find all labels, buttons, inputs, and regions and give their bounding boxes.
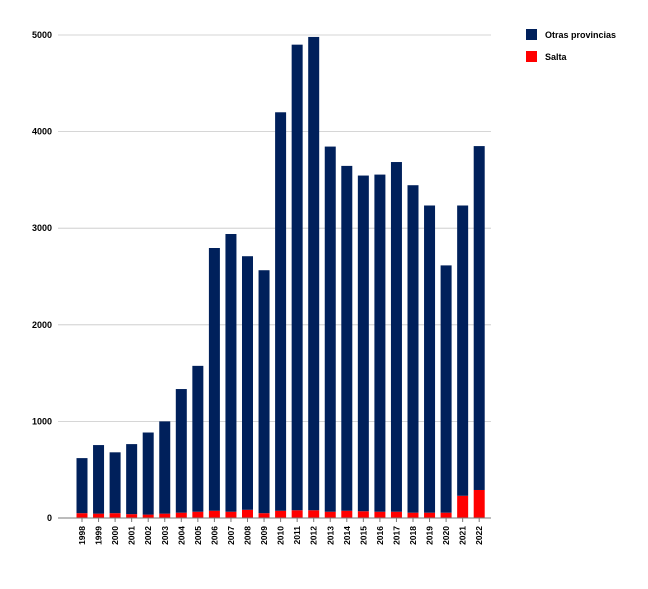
legend: Otras provincias Salta — [526, 29, 616, 62]
bar-salta-2009 — [258, 513, 270, 518]
bar-otras-provincias-2010 — [275, 112, 287, 511]
x-tick-label-2020: 2020 — [441, 526, 451, 545]
x-tick-label-2006: 2006 — [209, 526, 219, 545]
bar-salta-2004 — [175, 512, 187, 518]
bar-otras-provincias-2013 — [324, 146, 336, 512]
x-tick-label-2015: 2015 — [358, 526, 368, 545]
x-tick-label-2017: 2017 — [391, 526, 401, 545]
bar-otras-provincias-2002 — [142, 432, 154, 515]
legend-swatch-otras-provincias — [526, 29, 537, 40]
bars — [76, 36, 485, 518]
bar-otras-provincias-1998 — [76, 458, 88, 514]
x-tick-label-2001: 2001 — [127, 526, 137, 545]
bar-salta-2011 — [291, 510, 303, 518]
x-tick-label-2012: 2012 — [309, 526, 319, 545]
bar-salta-2003 — [159, 513, 171, 518]
bar-salta-2014 — [341, 510, 353, 518]
y-axis-ticks: 0 1000 2000 3000 4000 5000 — [32, 30, 52, 523]
bar-salta-2017 — [390, 511, 402, 518]
x-tick-label-2022: 2022 — [474, 526, 484, 545]
y-tick-label-2000: 2000 — [32, 320, 52, 330]
bar-salta-2002 — [142, 514, 154, 518]
bar-otras-provincias-2000 — [109, 452, 121, 514]
bar-salta-2001 — [126, 514, 138, 518]
x-tick-label-2002: 2002 — [143, 526, 153, 545]
x-tick-label-2010: 2010 — [276, 526, 286, 545]
bar-otras-provincias-2022 — [473, 146, 485, 490]
x-tick-label-2005: 2005 — [193, 526, 203, 545]
x-axis — [58, 517, 491, 522]
bar-salta-2008 — [242, 509, 253, 518]
bar-otras-provincias-2021 — [457, 205, 469, 496]
bar-salta-2006 — [208, 510, 220, 518]
bar-salta-2005 — [192, 511, 204, 518]
legend-swatch-salta — [526, 51, 537, 62]
bar-salta-2013 — [324, 511, 336, 518]
bar-salta-2022 — [473, 489, 485, 518]
x-tick-label-2013: 2013 — [325, 526, 335, 545]
x-tick-label-2007: 2007 — [226, 526, 236, 545]
x-tick-label-1998: 1998 — [77, 526, 87, 545]
bar-salta-1998 — [76, 513, 88, 518]
bar-salta-2016 — [374, 511, 386, 518]
bar-otras-provincias-2003 — [159, 421, 171, 514]
x-tick-label-2000: 2000 — [110, 526, 120, 545]
bar-otras-provincias-2015 — [357, 175, 369, 512]
bar-otras-provincias-2014 — [341, 165, 353, 511]
y-tick-label-5000: 5000 — [32, 30, 52, 40]
bar-otras-provincias-2004 — [175, 389, 187, 513]
bar-otras-provincias-1999 — [93, 445, 105, 514]
bar-salta-2012 — [308, 510, 320, 518]
bar-salta-2007 — [225, 511, 237, 518]
bar-otras-provincias-2020 — [440, 265, 452, 513]
bar-otras-provincias-2007 — [225, 233, 237, 512]
y-tick-label-3000: 3000 — [32, 223, 52, 233]
bar-otras-provincias-2011 — [291, 44, 303, 511]
x-tick-label-2018: 2018 — [408, 526, 418, 545]
gridlines — [58, 34, 491, 422]
bar-salta-1999 — [93, 513, 105, 518]
bar-salta-2019 — [424, 512, 436, 518]
bar-salta-2020 — [440, 512, 452, 518]
bar-otras-provincias-2017 — [390, 162, 402, 512]
x-tick-label-2021: 2021 — [458, 526, 468, 545]
y-tick-label-4000: 4000 — [32, 127, 52, 137]
bar-salta-2000 — [109, 513, 121, 518]
bar-otras-provincias-2019 — [424, 205, 436, 513]
bar-otras-provincias-2005 — [192, 365, 204, 512]
bar-salta-2015 — [357, 511, 369, 518]
x-axis-ticks: 1998 1999 2000 2001 2002 2003 2004 2005 2006 2007… — [77, 526, 484, 545]
x-tick-label-2004: 2004 — [176, 526, 186, 545]
x-tick-label-2009: 2009 — [259, 526, 269, 545]
bar-otras-provincias-2009 — [258, 270, 270, 514]
x-tick-label-2003: 2003 — [160, 526, 170, 545]
x-tick-label-2019: 2019 — [425, 526, 435, 545]
legend-label-otras-provincias: Otras provincias — [545, 30, 616, 40]
bar-otras-provincias-2012 — [308, 36, 320, 511]
bar-salta-2010 — [275, 510, 287, 518]
y-tick-label-1000: 1000 — [32, 416, 52, 426]
legend-label-salta: Salta — [545, 52, 568, 62]
bar-otras-provincias-2016 — [374, 174, 386, 512]
bar-otras-provincias-2018 — [407, 185, 419, 513]
x-tick-label-2011: 2011 — [292, 526, 302, 545]
y-tick-label-0: 0 — [47, 513, 52, 523]
bar-otras-provincias-2006 — [208, 248, 220, 511]
bar-salta-2018 — [407, 512, 419, 518]
bar-salta-2021 — [457, 495, 469, 518]
x-tick-label-2016: 2016 — [375, 526, 385, 545]
bar-otras-provincias-2008 — [242, 256, 253, 510]
bar-otras-provincias-2001 — [126, 444, 138, 515]
x-tick-label-2008: 2008 — [243, 526, 253, 545]
x-tick-label-1999: 1999 — [94, 526, 104, 545]
x-tick-label-2014: 2014 — [342, 526, 352, 545]
